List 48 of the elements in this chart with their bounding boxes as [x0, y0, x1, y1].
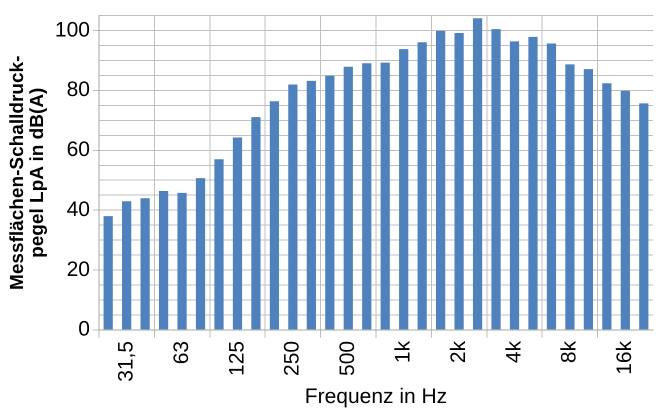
bar: [122, 201, 132, 330]
x-tick-label: 4k: [502, 340, 526, 364]
y-tick-label: 80: [66, 78, 90, 102]
bar: [436, 30, 446, 330]
bar: [602, 83, 612, 330]
bar: [104, 216, 113, 330]
y-tick-label: 40: [66, 198, 90, 221]
bar: [344, 66, 353, 330]
bar: [325, 76, 334, 330]
bar: [472, 18, 482, 330]
x-tick-label: 31,5: [114, 340, 138, 382]
x-tick-label: 16k: [613, 340, 636, 375]
bar: [418, 42, 427, 330]
bar: [232, 137, 242, 330]
bar: [399, 49, 408, 330]
bar: [546, 43, 556, 330]
bar: [639, 103, 648, 330]
y-axis-title: Messflächen-Schalldruck- pegel LpA in dB(A): [7, 56, 48, 290]
bar: [620, 90, 630, 330]
bar: [288, 84, 298, 330]
bar: [362, 63, 372, 330]
bar: [454, 32, 464, 330]
x-tick-label: 2k: [446, 340, 470, 364]
bar: [140, 198, 150, 330]
y-tick-label: 100: [54, 18, 90, 42]
bar: [380, 62, 390, 330]
bar: [251, 117, 261, 330]
bar: [196, 178, 206, 330]
x-tick-label: 1k: [391, 340, 414, 364]
bar: [510, 41, 520, 330]
bar: [584, 69, 594, 330]
x-tick-label: 125: [225, 340, 248, 376]
x-tick-label: 8k: [558, 340, 581, 364]
y-tick-label: 20: [66, 258, 90, 281]
bar: [306, 80, 316, 330]
x-tick-label: 500: [336, 340, 360, 376]
bar: [565, 64, 575, 330]
bar: [214, 159, 224, 330]
x-tick-label: 63: [170, 340, 193, 364]
bar: [177, 192, 187, 330]
x-axis-title: Frequenz in Hz: [304, 385, 448, 408]
bar: [158, 191, 168, 330]
bar: [528, 36, 538, 330]
y-tick-label: 60: [66, 138, 90, 162]
bar: [491, 29, 501, 330]
x-tick-label: 250: [280, 340, 304, 376]
bar: [270, 101, 280, 330]
y-tick-label: 0: [78, 318, 90, 341]
